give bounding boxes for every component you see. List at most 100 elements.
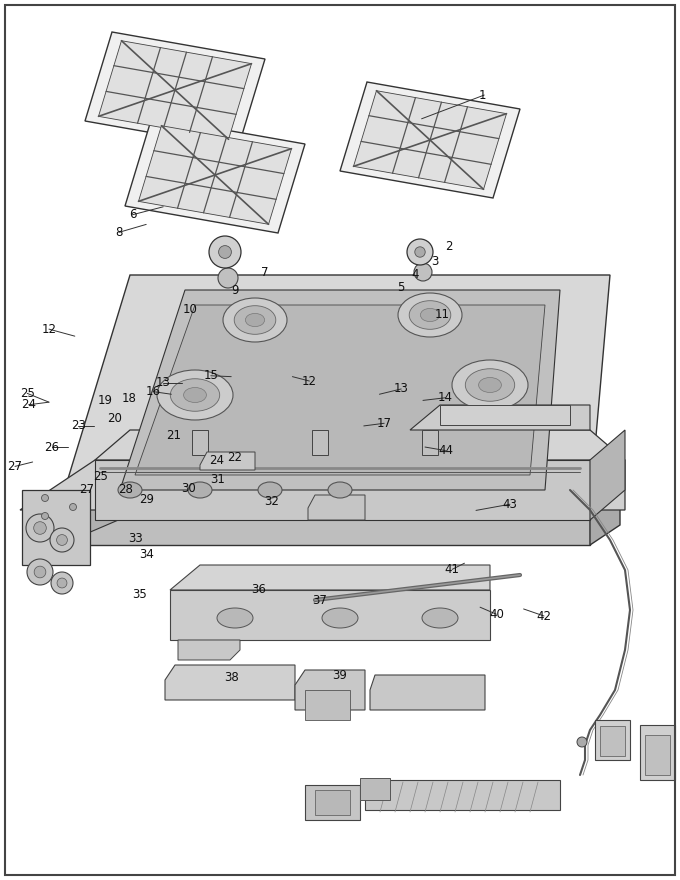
Text: 42: 42: [537, 610, 551, 622]
Bar: [192, 430, 208, 455]
Polygon shape: [410, 405, 590, 430]
Polygon shape: [125, 117, 305, 233]
Ellipse shape: [188, 482, 212, 498]
Text: 36: 36: [251, 583, 266, 596]
Text: 40: 40: [489, 608, 504, 620]
Polygon shape: [120, 290, 560, 490]
Text: 37: 37: [312, 594, 327, 606]
Text: 23: 23: [71, 420, 86, 432]
Circle shape: [414, 263, 432, 281]
Circle shape: [415, 246, 425, 257]
Text: 29: 29: [139, 494, 154, 506]
Ellipse shape: [223, 298, 287, 342]
Polygon shape: [590, 485, 620, 545]
Ellipse shape: [479, 378, 501, 392]
Text: 34: 34: [139, 548, 154, 561]
Text: 28: 28: [118, 483, 133, 495]
Text: 35: 35: [132, 588, 147, 600]
Ellipse shape: [157, 370, 233, 420]
Polygon shape: [165, 665, 295, 700]
Text: 33: 33: [129, 532, 143, 545]
Text: 38: 38: [224, 671, 239, 684]
Ellipse shape: [328, 482, 352, 498]
Polygon shape: [60, 505, 590, 545]
Text: 11: 11: [435, 308, 449, 320]
Ellipse shape: [245, 313, 265, 326]
Polygon shape: [370, 675, 485, 710]
Circle shape: [407, 239, 433, 265]
Ellipse shape: [234, 305, 276, 334]
Circle shape: [34, 566, 46, 578]
Ellipse shape: [452, 360, 528, 410]
Ellipse shape: [322, 608, 358, 628]
Text: 16: 16: [146, 385, 160, 398]
Polygon shape: [200, 452, 255, 470]
Ellipse shape: [420, 308, 439, 321]
Circle shape: [218, 268, 238, 288]
Polygon shape: [178, 640, 240, 660]
Ellipse shape: [170, 378, 220, 411]
Circle shape: [41, 512, 48, 519]
Ellipse shape: [398, 293, 462, 337]
Bar: [305, 785, 360, 820]
Circle shape: [34, 522, 46, 534]
Ellipse shape: [465, 369, 515, 401]
Text: 25: 25: [20, 387, 35, 400]
Text: 27: 27: [79, 483, 94, 495]
Ellipse shape: [217, 608, 253, 628]
Text: 1: 1: [479, 89, 487, 101]
Polygon shape: [60, 275, 610, 505]
Text: 5: 5: [398, 282, 405, 294]
Text: 12: 12: [41, 323, 56, 335]
Polygon shape: [295, 670, 365, 710]
Bar: [640, 725, 675, 780]
Circle shape: [57, 578, 67, 588]
Polygon shape: [340, 82, 520, 198]
Text: 14: 14: [438, 392, 453, 404]
Polygon shape: [20, 460, 625, 510]
Ellipse shape: [422, 608, 458, 628]
Bar: [360, 778, 390, 800]
Circle shape: [41, 495, 48, 502]
Bar: [595, 720, 630, 760]
Text: 44: 44: [438, 444, 453, 457]
Bar: [365, 780, 560, 810]
Text: 18: 18: [122, 392, 137, 405]
Bar: [315, 790, 350, 815]
Bar: [600, 726, 625, 756]
Polygon shape: [99, 40, 252, 139]
Polygon shape: [22, 490, 90, 565]
Text: 12: 12: [302, 375, 317, 387]
Circle shape: [577, 737, 587, 747]
Bar: [645, 735, 670, 775]
Polygon shape: [170, 590, 490, 640]
Polygon shape: [95, 460, 590, 520]
Text: 7: 7: [261, 267, 269, 279]
Text: 2: 2: [445, 240, 453, 253]
Text: 25: 25: [93, 471, 108, 483]
Text: 20: 20: [107, 413, 122, 425]
Text: 21: 21: [166, 429, 181, 442]
Polygon shape: [308, 495, 365, 520]
Text: 8: 8: [116, 226, 122, 238]
Text: 13: 13: [156, 377, 171, 389]
Text: 32: 32: [265, 495, 279, 508]
Text: 9: 9: [231, 284, 239, 297]
Circle shape: [50, 528, 74, 552]
Text: 10: 10: [183, 304, 198, 316]
Ellipse shape: [258, 482, 282, 498]
Text: 24: 24: [209, 454, 224, 466]
Text: 30: 30: [182, 482, 197, 495]
Text: 3: 3: [432, 255, 439, 268]
Text: 43: 43: [503, 498, 517, 510]
Bar: [305, 690, 350, 720]
Circle shape: [56, 535, 67, 546]
Circle shape: [218, 246, 231, 259]
Text: 4: 4: [411, 268, 419, 281]
Text: 27: 27: [7, 460, 22, 473]
Text: 39: 39: [333, 670, 347, 682]
Text: 22: 22: [227, 451, 242, 464]
Text: 6: 6: [129, 209, 137, 221]
Ellipse shape: [409, 301, 451, 329]
Text: 41: 41: [445, 563, 460, 576]
